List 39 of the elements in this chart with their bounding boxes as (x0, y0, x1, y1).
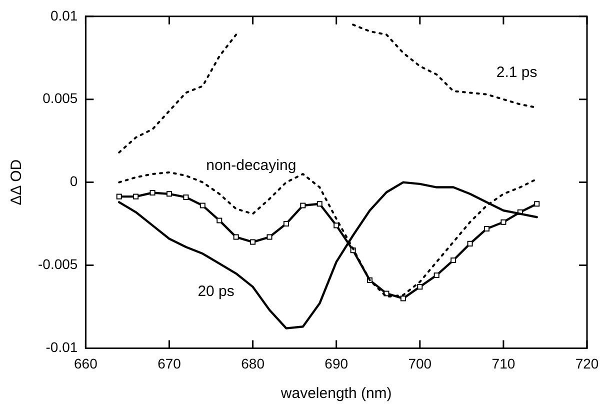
point (183, 194, 189, 200)
point (150, 190, 156, 196)
point (500, 219, 506, 225)
x-tick-label: 700 (408, 355, 432, 372)
series-label: non-decaying (206, 156, 296, 174)
point (417, 284, 423, 290)
point (300, 202, 306, 208)
point (316, 201, 322, 207)
y-axis-title: ΔΔ OD (8, 159, 26, 206)
point (250, 239, 256, 245)
x-tick-label: 690 (324, 355, 348, 372)
x-tick-label: 720 (575, 355, 599, 372)
x-tick-label: 680 (241, 355, 265, 372)
point (216, 218, 222, 224)
point (116, 194, 122, 200)
point (434, 272, 440, 278)
point (283, 221, 289, 227)
x-tick-label: 660 (74, 355, 98, 372)
point (400, 296, 406, 302)
point (484, 226, 490, 232)
point (133, 194, 139, 200)
point (334, 222, 340, 228)
point (200, 202, 206, 208)
y-tick-label: -0.005 (38, 256, 78, 272)
point (534, 201, 540, 207)
x-tick-label: 710 (492, 355, 516, 372)
y-tick-label: 0 (70, 173, 78, 190)
y-tick-label: 0.005 (42, 90, 78, 106)
x-tick-label: 670 (158, 355, 182, 372)
x-axis-title: wavelength (nm) (280, 385, 392, 402)
point (233, 234, 239, 240)
series-label: 20 ps (198, 282, 234, 300)
point (450, 258, 456, 264)
point (266, 234, 272, 240)
y-tick-label: -0.01 (46, 339, 78, 356)
series-label: 2.1 ps (496, 64, 538, 81)
y-tick-label: 0.01 (50, 7, 78, 24)
point (467, 240, 473, 246)
point (166, 191, 172, 197)
